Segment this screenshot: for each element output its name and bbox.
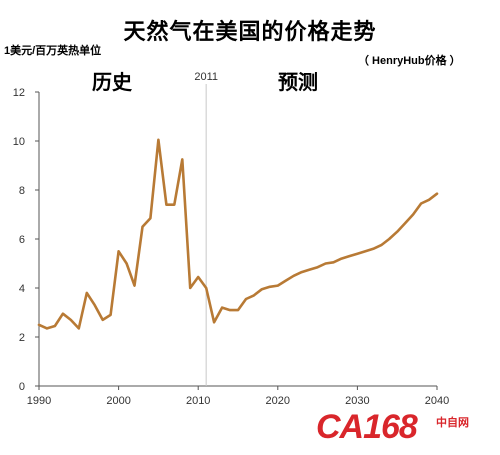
x-tick-label: 2030 (345, 395, 369, 407)
y-tick-label: 10 (13, 136, 25, 148)
x-tick-label: 2010 (186, 395, 210, 407)
history-label: 历史 (92, 72, 132, 94)
x-tick-label: 2040 (425, 395, 449, 407)
y-tick-label: 6 (19, 234, 25, 246)
chart-title: 天然气在美国的价格走势 (123, 19, 377, 44)
chart-series (37, 138, 439, 330)
chart-axes (38, 92, 437, 387)
x-tick-label: 1990 (27, 395, 51, 407)
logo-subtext: 中自网 (436, 417, 469, 429)
x-tick-label: 2000 (106, 395, 130, 407)
chart-ticks: 0 2 4 6 8 10 12 1990 2000 2010 2020 2030 2040 (13, 87, 449, 407)
y-tick-label: 0 (19, 381, 25, 393)
y-unit-label: 1美元/百万英热单位 (4, 45, 102, 57)
forecast-divider: 2011 (194, 71, 218, 386)
y-tick-label: 2 (19, 332, 25, 344)
divider-year-label: 2011 (194, 71, 218, 83)
x-tick-label: 2020 (266, 395, 290, 407)
y-tick-label: 8 (19, 185, 25, 197)
y-tick-label: 4 (19, 283, 25, 295)
source-note: （ HenryHub价格 ） (358, 55, 461, 67)
y-tick-label: 12 (13, 87, 25, 99)
forecast-label: 预测 (278, 72, 318, 94)
price-series-line (37, 138, 439, 330)
site-logo: CA168 中自网 (316, 408, 496, 448)
logo-text: CA168 (316, 408, 418, 446)
